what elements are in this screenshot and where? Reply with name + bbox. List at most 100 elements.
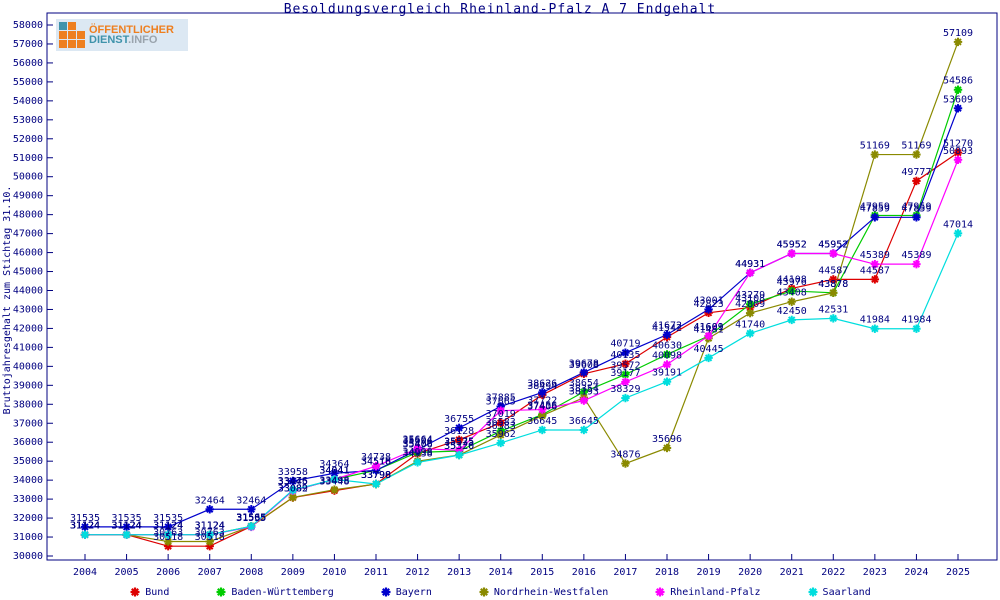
data-point-label: 35406 (403, 439, 433, 450)
data-point-marker (122, 530, 131, 539)
data-point-label: 49777 (901, 167, 931, 178)
data-point-label: 39177 (610, 368, 640, 379)
data-point-marker (829, 275, 838, 284)
data-point-marker (205, 537, 214, 546)
data-point-label: 44931 (735, 259, 765, 270)
data-point-marker (163, 522, 173, 532)
data-point-marker (247, 522, 256, 531)
y-axis-tick-label: 54000 (13, 96, 43, 107)
legend-item-bayern: Bayern (380, 586, 432, 598)
data-point-label: 33498 (319, 476, 349, 487)
data-point-label: 38329 (610, 384, 640, 395)
data-point-marker (912, 213, 921, 222)
data-point-label: 31535 (153, 513, 183, 524)
y-axis-tick-label: 39000 (13, 380, 43, 391)
data-point-label: 31124 (70, 521, 100, 532)
legend-label: Baden-Württemberg (231, 586, 334, 598)
data-point-label: 31535 (112, 513, 142, 524)
x-axis-tick-label: 2024 (904, 567, 928, 578)
data-point-marker (787, 315, 796, 325)
x-axis-tick-label: 2010 (322, 567, 346, 578)
data-point-marker (829, 314, 838, 323)
data-point-label: 33448 (319, 477, 349, 488)
data-point-label: 47014 (943, 219, 973, 230)
data-point-label: 36645 (569, 416, 599, 427)
data-point-marker (579, 368, 589, 377)
data-point-label: 35696 (652, 434, 682, 445)
y-axis-tick-label: 38000 (13, 399, 43, 410)
data-point-label: 36645 (527, 416, 557, 427)
series-line-3 (85, 41, 959, 543)
logo-text-line2b: .INFO (128, 34, 158, 46)
data-point-label: 34876 (610, 450, 640, 461)
legend-item-bund: Bund (129, 586, 169, 598)
data-point-marker (122, 522, 131, 532)
data-point-label: 33089 (278, 483, 308, 494)
data-point-label: 42450 (777, 306, 807, 317)
y-axis-tick-label: 53000 (13, 115, 43, 126)
data-point-marker (953, 229, 963, 238)
data-point-label: 44587 (860, 265, 890, 276)
data-point-marker (870, 275, 880, 284)
y-axis-tick-label: 45000 (13, 267, 43, 278)
data-point-marker (579, 387, 589, 397)
y-axis-tick-label: 58000 (13, 20, 43, 31)
data-point-marker (662, 360, 672, 369)
oeffentlicher-dienst-logo[interactable]: ÖFFENTLICHER DIENST.INFO (56, 19, 188, 51)
data-point-marker (579, 425, 589, 435)
data-point-marker (330, 485, 339, 494)
data-point-label: 43279 (735, 290, 765, 301)
y-axis-tick-label: 49000 (13, 191, 43, 202)
data-point-label: 36383 (486, 421, 516, 432)
data-point-label: 30518 (153, 532, 183, 543)
data-point-label: 34738 (361, 452, 391, 463)
data-point-label: 42531 (818, 304, 848, 315)
data-point-marker (538, 425, 547, 435)
data-point-marker (496, 406, 505, 415)
data-point-marker (496, 438, 505, 448)
data-point-label: 31565 (236, 512, 266, 523)
data-point-label: 38354 (569, 384, 599, 395)
data-point-marker (621, 359, 630, 368)
data-point-label: 31535 (236, 513, 266, 524)
y-axis-tick-label: 50000 (13, 172, 43, 183)
data-point-label: 31124 (112, 521, 142, 532)
y-axis-tick-label: 48000 (13, 210, 43, 221)
data-point-label: 35604 (403, 436, 433, 447)
data-point-marker (330, 475, 339, 484)
data-point-label: 31124 (195, 521, 225, 532)
data-point-label: 47959 (860, 201, 890, 212)
logo-text-line1: ÖFFENTLICHER (89, 24, 174, 36)
data-point-marker (80, 530, 90, 539)
data-point-marker (745, 329, 755, 338)
data-point-marker (621, 377, 630, 387)
data-point-label: 41984 (860, 315, 890, 326)
data-point-marker (621, 348, 630, 357)
data-point-label: 34516 (361, 456, 391, 467)
data-point-marker (205, 505, 214, 514)
data-point-label: 40098 (652, 350, 682, 361)
data-point-marker (704, 331, 713, 341)
data-point-label: 38193 (569, 387, 599, 398)
data-point-marker (953, 104, 963, 113)
legend-item-rheinland-pfalz: Rheinland-Pfalz (654, 586, 761, 598)
series-line-2 (85, 108, 959, 528)
data-point-marker (912, 150, 921, 159)
data-point-label: 38654 (569, 378, 599, 389)
data-point-marker (745, 299, 755, 309)
data-point-label: 40719 (610, 339, 640, 350)
data-point-label: 43878 (818, 279, 848, 290)
data-point-label: 34518 (361, 456, 391, 467)
y-axis-tick-label: 56000 (13, 58, 43, 69)
x-axis-tick-label: 2012 (406, 567, 430, 578)
data-point-label: 31124 (112, 521, 142, 532)
x-axis-tick-label: 2016 (572, 567, 596, 578)
data-point-marker (704, 353, 713, 363)
data-point-label: 30518 (195, 532, 225, 543)
data-point-marker (662, 443, 672, 453)
data-point-label: 33958 (278, 467, 308, 478)
logo-text-line2a: DIENST (89, 34, 129, 46)
data-point-marker (205, 530, 214, 539)
data-point-label: 31124 (153, 521, 183, 532)
